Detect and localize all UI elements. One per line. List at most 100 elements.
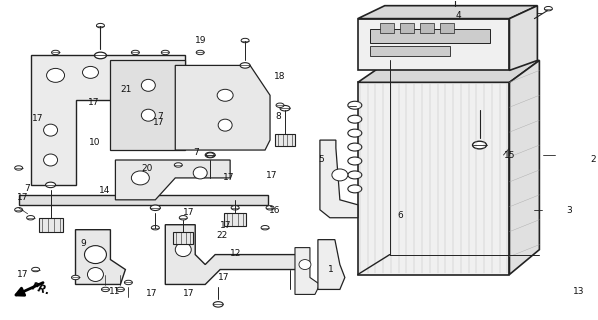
Ellipse shape bbox=[94, 52, 106, 59]
Text: 19: 19 bbox=[194, 36, 206, 45]
Text: 8: 8 bbox=[275, 112, 281, 121]
Polygon shape bbox=[318, 240, 345, 289]
Ellipse shape bbox=[132, 50, 139, 55]
Text: 17: 17 bbox=[89, 98, 100, 107]
Text: 10: 10 bbox=[89, 138, 100, 147]
Text: 7: 7 bbox=[193, 148, 199, 156]
Ellipse shape bbox=[231, 206, 239, 210]
Ellipse shape bbox=[299, 260, 311, 269]
Ellipse shape bbox=[348, 157, 362, 165]
Ellipse shape bbox=[280, 106, 290, 111]
Polygon shape bbox=[165, 225, 305, 284]
Ellipse shape bbox=[348, 129, 362, 137]
Ellipse shape bbox=[102, 287, 109, 292]
Ellipse shape bbox=[123, 67, 138, 78]
Text: 16: 16 bbox=[269, 206, 280, 215]
Ellipse shape bbox=[266, 206, 274, 210]
Ellipse shape bbox=[161, 50, 169, 55]
Ellipse shape bbox=[174, 163, 182, 167]
Text: 17: 17 bbox=[223, 173, 234, 182]
Text: 14: 14 bbox=[99, 186, 111, 195]
Ellipse shape bbox=[51, 50, 60, 55]
Bar bbox=[370, 28, 490, 43]
Ellipse shape bbox=[217, 89, 233, 101]
Bar bbox=[399, 23, 414, 33]
Bar bbox=[370, 46, 450, 56]
Text: 17: 17 bbox=[17, 193, 29, 202]
Ellipse shape bbox=[348, 185, 362, 193]
Ellipse shape bbox=[348, 171, 362, 179]
Ellipse shape bbox=[179, 216, 187, 220]
Text: 22: 22 bbox=[216, 231, 228, 240]
Ellipse shape bbox=[348, 143, 362, 151]
Text: 20: 20 bbox=[141, 164, 152, 173]
Ellipse shape bbox=[241, 38, 249, 43]
Polygon shape bbox=[358, 82, 509, 275]
Polygon shape bbox=[175, 65, 270, 150]
Ellipse shape bbox=[332, 169, 348, 181]
Polygon shape bbox=[30, 55, 185, 185]
Text: 2: 2 bbox=[590, 156, 596, 164]
Ellipse shape bbox=[157, 67, 173, 78]
Ellipse shape bbox=[45, 182, 56, 188]
Bar bbox=[380, 23, 393, 33]
Ellipse shape bbox=[151, 226, 159, 230]
Text: 3: 3 bbox=[566, 206, 572, 215]
Ellipse shape bbox=[124, 280, 132, 285]
Bar bbox=[440, 23, 454, 33]
Text: 17: 17 bbox=[266, 171, 277, 180]
Polygon shape bbox=[509, 6, 538, 70]
Ellipse shape bbox=[15, 208, 23, 212]
Ellipse shape bbox=[472, 141, 487, 149]
Ellipse shape bbox=[141, 109, 155, 121]
Ellipse shape bbox=[218, 119, 232, 131]
Text: 17: 17 bbox=[146, 289, 157, 298]
Polygon shape bbox=[358, 19, 509, 70]
Text: 17: 17 bbox=[182, 289, 194, 298]
Ellipse shape bbox=[175, 243, 191, 257]
Polygon shape bbox=[358, 60, 539, 82]
Polygon shape bbox=[358, 6, 538, 19]
Ellipse shape bbox=[83, 67, 99, 78]
Ellipse shape bbox=[348, 115, 362, 123]
Text: 17: 17 bbox=[17, 269, 29, 279]
Text: 17: 17 bbox=[153, 118, 164, 127]
Ellipse shape bbox=[544, 6, 553, 11]
Bar bbox=[420, 23, 434, 33]
Ellipse shape bbox=[32, 267, 39, 272]
Ellipse shape bbox=[44, 154, 57, 166]
Ellipse shape bbox=[261, 226, 269, 230]
Ellipse shape bbox=[15, 166, 23, 170]
Bar bbox=[275, 134, 295, 146]
Text: 7: 7 bbox=[25, 184, 30, 193]
Text: 9: 9 bbox=[80, 239, 86, 248]
Text: 17: 17 bbox=[32, 114, 43, 123]
Ellipse shape bbox=[206, 153, 214, 157]
Text: 1: 1 bbox=[328, 265, 333, 275]
Ellipse shape bbox=[84, 246, 106, 264]
Text: 4: 4 bbox=[455, 11, 461, 20]
Polygon shape bbox=[320, 140, 358, 218]
Ellipse shape bbox=[47, 68, 65, 82]
Bar bbox=[19, 195, 268, 205]
Bar bbox=[173, 232, 193, 244]
Ellipse shape bbox=[196, 50, 204, 55]
Polygon shape bbox=[295, 248, 320, 294]
Ellipse shape bbox=[276, 103, 284, 108]
Ellipse shape bbox=[205, 152, 215, 158]
Text: 17: 17 bbox=[218, 273, 230, 282]
Text: 17: 17 bbox=[220, 221, 231, 230]
Text: 7: 7 bbox=[157, 112, 163, 121]
Bar bbox=[39, 218, 63, 232]
Ellipse shape bbox=[72, 275, 80, 280]
Text: 21: 21 bbox=[120, 85, 132, 94]
Ellipse shape bbox=[44, 124, 57, 136]
Text: FR.: FR. bbox=[30, 282, 52, 297]
Ellipse shape bbox=[193, 167, 207, 179]
Ellipse shape bbox=[348, 101, 362, 109]
Text: 17: 17 bbox=[182, 208, 194, 217]
Text: 12: 12 bbox=[230, 250, 242, 259]
Ellipse shape bbox=[141, 79, 155, 91]
Text: 5: 5 bbox=[319, 155, 324, 164]
Text: 11: 11 bbox=[109, 287, 121, 296]
